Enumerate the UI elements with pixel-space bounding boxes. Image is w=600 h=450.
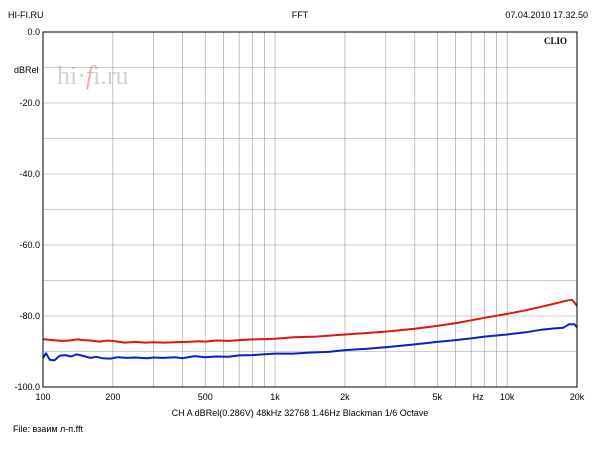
watermark-text-f: f [86,61,97,90]
grid [43,32,577,387]
plot-frame [42,31,578,388]
series-group [42,298,578,362]
y-tick-labels: 0.0 -20.0 -40.0 -60.0 -80.0 -100.0 [14,27,40,392]
x-tick-label: 10k [500,392,515,402]
series-line-red [42,298,578,344]
x-tick-label: 20k [570,392,585,402]
header-left-text: HI-FI.RU [8,10,44,20]
y-tick-label: -80.0 [19,311,40,321]
x-tick-label: 500 [198,392,213,402]
chart-title: FFT [291,10,309,20]
x-tick-label: 100 [35,392,50,402]
x-tick-label: 1k [270,392,280,402]
svg-text:hi·fi.ru: hi·fi.ru [57,61,129,90]
file-name: File: взаим л-п.fft [13,424,83,434]
watermark-text-pre: hi· [57,61,86,90]
measurement-settings: CH A dBRel(0.286V) 48kHz 32768 1.46Hz Bl… [171,408,429,418]
y-tick-label: -40.0 [19,169,40,179]
clio-brand-label: CLIO [544,36,567,46]
x-tick-label: 2k [340,392,350,402]
y-axis-label: dBRel [14,65,39,75]
series-line-blue [42,323,578,362]
header-timestamp: 07.04.2010 17.32.50 [505,10,588,20]
x-tick-label: 5k [433,392,443,402]
x-tick-labels: 100 200 500 1k 2k 5k Hz 10k 20k [35,392,584,402]
watermark-text-post: i.ru [93,61,128,90]
x-tick-label: Hz [473,392,484,402]
watermark-logo: hi·fi.ru [57,61,129,90]
y-tick-label: -100.0 [14,382,40,392]
y-tick-label: -20.0 [19,98,40,108]
y-tick-label: -60.0 [19,240,40,250]
x-tick-label: 200 [105,392,120,402]
y-tick-label: 0.0 [27,27,40,37]
